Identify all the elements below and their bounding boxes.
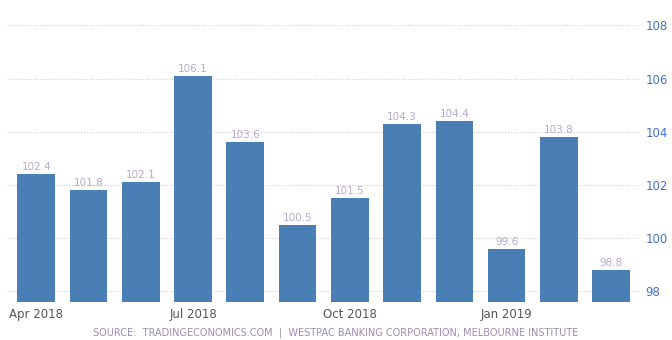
Bar xyxy=(435,121,473,302)
Bar xyxy=(70,190,108,302)
Bar xyxy=(17,174,55,302)
Text: 104.4: 104.4 xyxy=(439,109,469,119)
Text: 99.6: 99.6 xyxy=(495,237,518,247)
Bar xyxy=(174,76,212,302)
Bar xyxy=(226,142,264,302)
Text: 101.5: 101.5 xyxy=(335,186,365,196)
Text: 101.8: 101.8 xyxy=(74,178,103,188)
Text: 103.6: 103.6 xyxy=(230,130,260,140)
Text: 106.1: 106.1 xyxy=(178,64,208,74)
Text: 102.4: 102.4 xyxy=(22,162,51,172)
Bar xyxy=(540,137,578,302)
Text: 100.5: 100.5 xyxy=(283,213,312,223)
Bar xyxy=(279,225,317,302)
Text: 98.8: 98.8 xyxy=(599,258,623,268)
Bar xyxy=(592,270,630,302)
Bar xyxy=(383,124,421,302)
Bar xyxy=(488,249,526,302)
Bar xyxy=(122,182,159,302)
Text: 104.3: 104.3 xyxy=(387,112,417,122)
Text: SOURCE:  TRADINGECONOMICS.COM  |  WESTPAC BANKING CORPORATION, MELBOURNE INSTITU: SOURCE: TRADINGECONOMICS.COM | WESTPAC B… xyxy=(93,328,579,338)
Text: 103.8: 103.8 xyxy=(544,125,574,135)
Bar xyxy=(331,198,369,302)
Text: 102.1: 102.1 xyxy=(126,170,156,180)
